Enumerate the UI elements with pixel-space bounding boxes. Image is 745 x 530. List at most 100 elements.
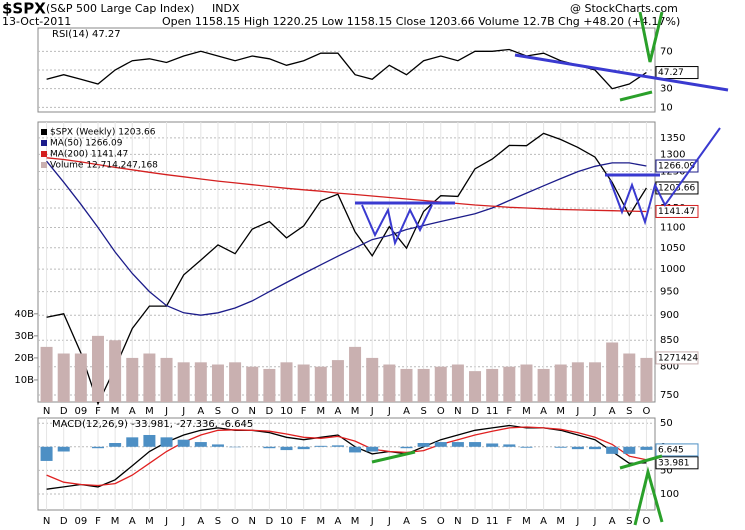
bar — [57, 353, 70, 402]
x-tick-label: D — [471, 516, 479, 527]
y-tick-label: 70 — [660, 46, 673, 57]
x-tick-label: O — [231, 516, 239, 527]
x-tick-label: O — [231, 406, 239, 417]
bar — [177, 439, 190, 447]
bar — [400, 446, 413, 449]
x-tick-label: 09 — [74, 516, 87, 527]
x-tick-label: S — [420, 516, 426, 527]
y-tick-label: 100 — [660, 489, 679, 500]
bar — [589, 362, 602, 402]
x-tick-label: D — [60, 406, 68, 417]
bar — [434, 442, 447, 447]
y-tick-label: 750 — [660, 390, 679, 401]
y-tick-label: 900 — [660, 310, 679, 321]
legend-swatch — [41, 129, 47, 135]
bar — [160, 357, 173, 402]
legend-swatch — [41, 151, 47, 157]
bar — [417, 443, 430, 447]
bar — [451, 364, 464, 402]
bar — [554, 446, 567, 448]
x-tick-label: A — [129, 516, 136, 527]
pattern — [361, 204, 433, 247]
bar — [366, 446, 379, 452]
x-tick-label: A — [129, 406, 136, 417]
bar — [366, 357, 379, 402]
value-box — [655, 66, 699, 80]
x-tick-label: 11 — [486, 406, 499, 417]
bar — [606, 446, 619, 454]
line-series — [46, 157, 647, 213]
value-box-label: 33.981 — [658, 458, 690, 468]
value-box — [655, 443, 699, 457]
x-tick-label: F — [95, 406, 101, 417]
value-box-label: 1266.09 — [658, 161, 695, 171]
x-tick-label: M — [351, 516, 360, 527]
legend-entry: $SPX (Weekly) 1203.66 — [50, 128, 156, 138]
x-tick-label: D — [60, 516, 68, 527]
x-tick-label: M — [316, 406, 325, 417]
macd-panel — [37, 417, 656, 511]
bar — [91, 446, 104, 449]
x-tick-label: M — [316, 516, 325, 527]
trend-line — [371, 450, 416, 464]
y2-tick-label: 20B — [14, 353, 34, 364]
watermark: @ StockCharts.com — [570, 2, 678, 15]
x-tick-label: D — [266, 516, 274, 527]
bar — [74, 353, 87, 402]
x-tick-label: M — [556, 406, 565, 417]
pattern — [609, 127, 721, 226]
arrow — [633, 466, 664, 526]
panel-title: MACD(12,26,9) -33.981, -27.336, -6.645 — [52, 419, 253, 430]
x-tick-label: M — [145, 516, 154, 527]
legend-entry: Volume 12,714,247,168 — [50, 161, 158, 171]
bar — [469, 371, 482, 402]
bar — [40, 446, 53, 461]
bar — [606, 342, 619, 402]
bar — [314, 445, 327, 447]
x-tick-label: A — [540, 406, 547, 417]
bar — [126, 437, 139, 447]
bar — [589, 446, 602, 450]
x-tick-label: N — [248, 516, 255, 527]
x-tick-label: N — [43, 516, 50, 527]
bar — [211, 444, 224, 447]
x-tick-label: O — [437, 406, 445, 417]
value-box — [655, 204, 699, 218]
date: 13-Oct-2011 — [2, 15, 71, 28]
legend-entry: MA(200) 1141.47 — [50, 150, 128, 160]
y-tick-label: 50 — [660, 418, 673, 429]
bar — [640, 357, 653, 402]
bar — [229, 362, 242, 402]
trend-line — [619, 454, 663, 470]
x-tick-label: A — [197, 516, 204, 527]
x-tick-label: M — [556, 516, 565, 527]
x-tick-label: S — [215, 406, 221, 417]
bar — [280, 446, 293, 451]
x-tick-label: A — [609, 406, 616, 417]
bar — [331, 445, 344, 447]
line-series — [46, 132, 647, 406]
x-tick-label: F — [301, 406, 307, 417]
y-tick-label: 1300 — [660, 149, 685, 160]
value-box-label: 1271424 — [658, 353, 698, 363]
legend-swatch — [41, 162, 47, 168]
bar — [623, 353, 636, 402]
x-tick-label: A — [403, 406, 410, 417]
x-tick-label: J — [181, 406, 185, 417]
bar — [109, 443, 122, 447]
x-tick-label: S — [420, 406, 426, 417]
x-tick-label: J — [164, 516, 168, 527]
legend-swatch — [41, 140, 47, 146]
x-tick-label: F — [506, 516, 512, 527]
x-tick-label: O — [642, 406, 650, 417]
bar — [91, 335, 104, 402]
bar — [297, 364, 310, 402]
bar — [571, 362, 584, 402]
bar — [160, 437, 173, 447]
bar — [143, 353, 156, 402]
x-tick-label: A — [335, 516, 342, 527]
x-tick-label: M — [522, 406, 531, 417]
bar — [623, 446, 636, 454]
x-tick-label: A — [197, 406, 204, 417]
